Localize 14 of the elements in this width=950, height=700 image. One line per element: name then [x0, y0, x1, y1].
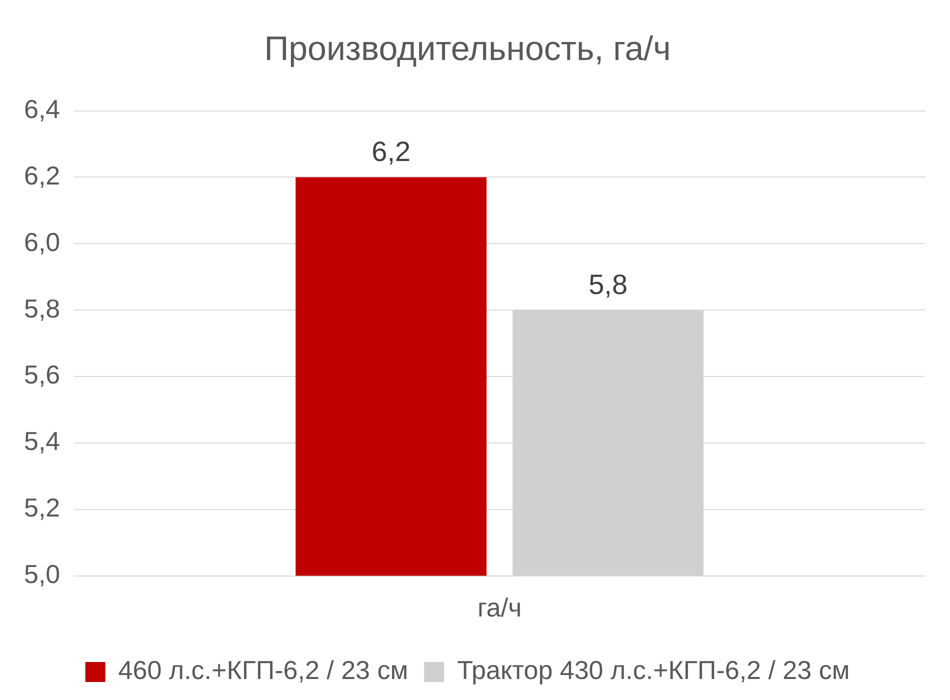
chart-title: Производительность, га/ч — [264, 30, 671, 68]
y-tick-label: 5,8 — [24, 293, 60, 324]
x-tick-label: га/ч — [477, 592, 522, 623]
y-tick-label: 5,2 — [24, 492, 60, 523]
y-tick-label: 5,6 — [24, 360, 60, 390]
y-tick-label: 5,4 — [24, 426, 60, 456]
y-tick-label: 6,2 — [24, 160, 60, 190]
y-tick-label: 5,0 — [24, 558, 60, 589]
legend-label: 460 л.с.+КГП-6,2 / 23 см — [118, 655, 408, 686]
y-tick-label: 6,4 — [24, 94, 60, 124]
data-label: 5,8 — [588, 268, 628, 300]
y-tick-label: 6,0 — [24, 226, 60, 257]
legend-label: Трактор 430 л.с.+КГП-6,2 / 23 см — [457, 655, 850, 686]
data-label: 6,2 — [372, 136, 411, 167]
